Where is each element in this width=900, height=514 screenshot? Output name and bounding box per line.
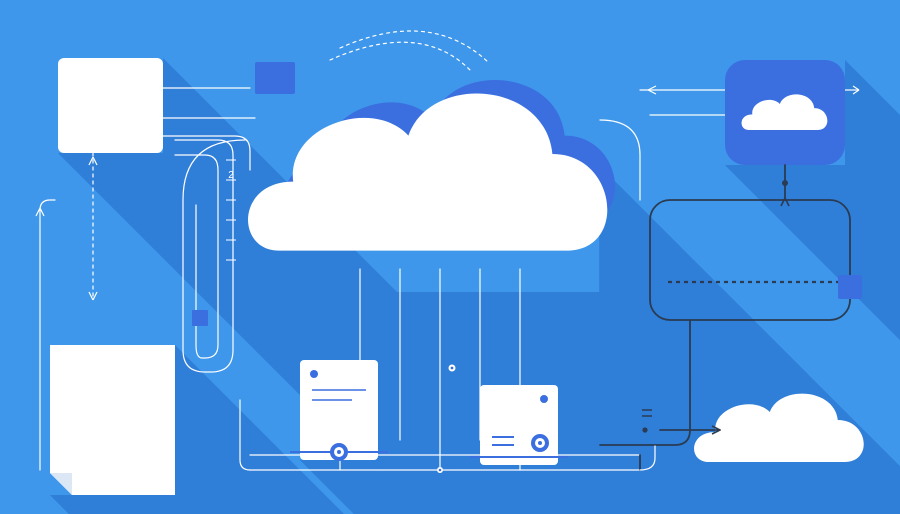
top-left-card bbox=[58, 58, 163, 153]
bottom-left-card bbox=[50, 345, 175, 495]
small-square-top bbox=[255, 62, 295, 94]
tiny-square-mid-left bbox=[192, 310, 208, 326]
marker-2-label: 2 bbox=[228, 170, 234, 181]
cloud-diagram-stage: 2 bbox=[0, 0, 900, 514]
small-square-right bbox=[838, 275, 862, 299]
